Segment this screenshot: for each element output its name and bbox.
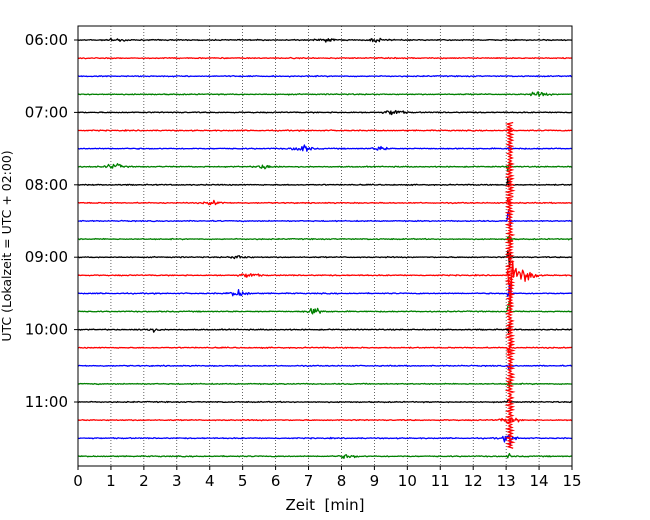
x-tick-label: 7 [304,472,314,490]
x-tick-label: 10 [398,472,417,490]
trace-line-1100 [78,399,572,404]
x-tick-label: 11 [431,472,450,490]
trace-line-1115 [78,417,572,424]
earthquake-signal [504,121,516,449]
seismic-traces [78,37,572,460]
trace-line-0630 [78,74,572,78]
trace-line-0745 [78,162,572,172]
trace-line-0900 [78,250,572,268]
trace-line-0615 [78,56,572,60]
x-tick-label: 5 [238,472,248,490]
trace-line-1030 [78,363,572,370]
x-tick-label: 6 [271,472,281,490]
x-tick-label: 2 [139,472,149,490]
trace-line-1000 [78,323,572,334]
trace-line-0730 [78,144,572,152]
x-tick-label: 15 [562,472,581,490]
trace-line-1045 [78,379,572,388]
x-tick-label: 12 [464,472,483,490]
trace-line-0600 [78,37,572,43]
trace-line-1145 [78,452,572,460]
plot-frame [77,25,573,467]
trace-line-1130 [78,434,572,446]
x-tick-label: 14 [530,472,549,490]
trace-line-0830 [78,210,572,226]
y-tick-label: 08:00 [25,176,68,194]
x-axis-label: Zeit [min] [285,496,364,514]
trace-line-0915 [78,260,572,305]
trace-line-0645 [78,91,572,98]
x-tick-label: 8 [337,472,347,490]
vertical-gridlines [110,26,540,466]
x-tick-label: 4 [205,472,215,490]
y-tick-label: 09:00 [25,248,68,266]
y-axis-label: UTC (Lokalzeit = UTC + 02:00) [0,150,14,341]
trace-line-0700 [78,109,572,116]
x-tick-label: 1 [106,472,116,490]
y-tick-label: 06:00 [25,31,68,49]
x-axis-ticks: 0 1 2 3 4 5 6 7 8 9 10 11 12 13 14 15 [73,466,582,490]
x-tick-label: 0 [73,472,83,490]
trace-line-0930 [78,283,572,297]
trace-line-1015 [78,342,572,354]
trace-line-0945 [78,300,572,315]
x-tick-label: 9 [370,472,380,490]
trace-line-0845 [78,234,572,243]
y-tick-label: 11:00 [25,393,68,411]
x-tick-label: 3 [172,472,182,490]
y-tick-label: 07:00 [25,103,68,121]
y-axis-ticks: 06:00 07:00 08:00 09:00 10:00 11:00 [25,31,78,411]
y-tick-label: 10:00 [25,321,68,339]
x-tick-label: 13 [497,472,516,490]
trace-line-0715 [78,128,572,132]
trace-line-0800 [78,177,572,188]
trace-line-0815 [78,197,572,206]
